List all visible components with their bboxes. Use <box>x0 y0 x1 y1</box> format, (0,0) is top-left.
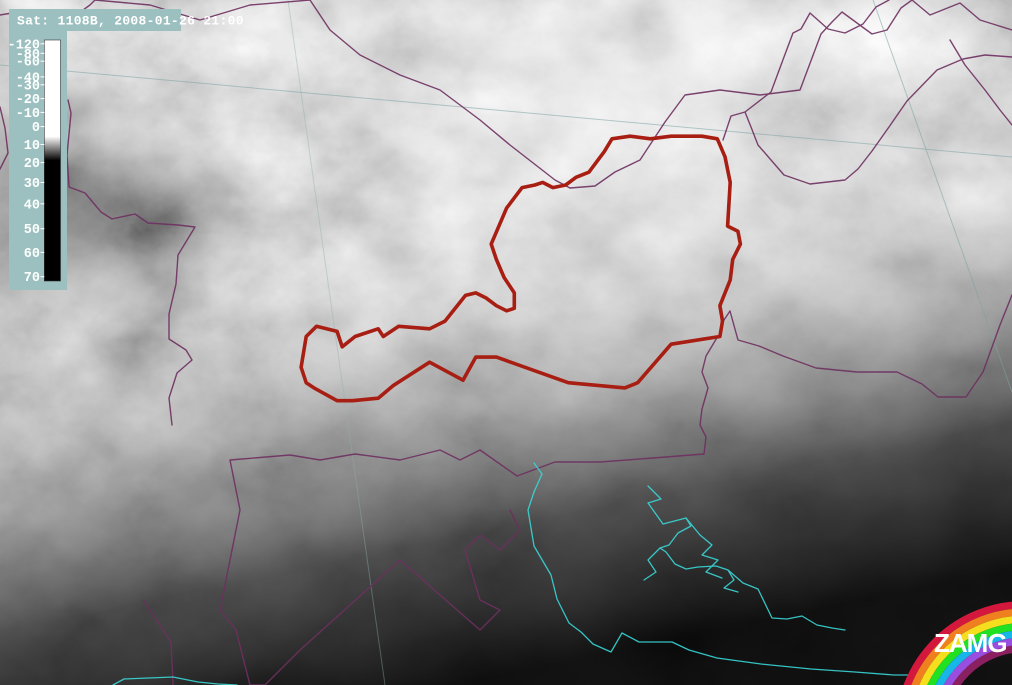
svg-text:ZAMG: ZAMG <box>934 628 1007 658</box>
svg-text:70: 70 <box>24 271 40 286</box>
svg-text:20: 20 <box>24 157 40 172</box>
svg-text:50: 50 <box>24 223 40 238</box>
svg-text:30: 30 <box>24 177 40 192</box>
svg-text:Sat: 1108B, 2008-01-26 21:00: Sat: 1108B, 2008-01-26 21:00 <box>17 14 244 29</box>
svg-text:-10: -10 <box>16 107 40 122</box>
svg-text:10: 10 <box>24 139 40 154</box>
svg-text:-20: -20 <box>16 93 40 108</box>
svg-text:0: 0 <box>32 121 40 136</box>
svg-text:-30: -30 <box>16 79 40 94</box>
svg-text:60: 60 <box>24 247 40 262</box>
svg-text:-60: -60 <box>16 56 40 71</box>
svg-text:40: 40 <box>24 198 40 213</box>
